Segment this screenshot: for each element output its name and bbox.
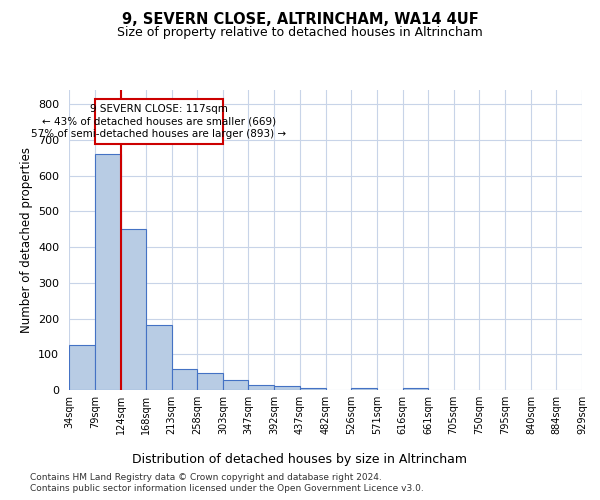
Text: Contains HM Land Registry data © Crown copyright and database right 2024.: Contains HM Land Registry data © Crown c… bbox=[30, 472, 382, 482]
Bar bbox=[223, 380, 248, 390]
Bar bbox=[95, 154, 121, 390]
Y-axis label: Number of detached properties: Number of detached properties bbox=[20, 147, 32, 333]
Text: 9, SEVERN CLOSE, ALTRINCHAM, WA14 4UF: 9, SEVERN CLOSE, ALTRINCHAM, WA14 4UF bbox=[122, 12, 478, 28]
Text: ← 43% of detached houses are smaller (669): ← 43% of detached houses are smaller (66… bbox=[42, 116, 276, 126]
Bar bbox=[351, 388, 377, 390]
Bar bbox=[274, 386, 300, 390]
Text: Size of property relative to detached houses in Altrincham: Size of property relative to detached ho… bbox=[117, 26, 483, 39]
FancyBboxPatch shape bbox=[95, 99, 223, 144]
Bar bbox=[121, 230, 146, 390]
Bar bbox=[172, 368, 197, 390]
Bar bbox=[146, 324, 172, 390]
Text: Contains public sector information licensed under the Open Government Licence v3: Contains public sector information licen… bbox=[30, 484, 424, 493]
Bar bbox=[248, 386, 274, 390]
Text: Distribution of detached houses by size in Altrincham: Distribution of detached houses by size … bbox=[133, 452, 467, 466]
Bar bbox=[403, 388, 428, 390]
Bar bbox=[197, 373, 223, 390]
Bar bbox=[69, 344, 95, 390]
Bar bbox=[300, 388, 326, 390]
Text: 9 SEVERN CLOSE: 117sqm: 9 SEVERN CLOSE: 117sqm bbox=[90, 104, 228, 114]
Text: 57% of semi-detached houses are larger (893) →: 57% of semi-detached houses are larger (… bbox=[31, 130, 287, 140]
